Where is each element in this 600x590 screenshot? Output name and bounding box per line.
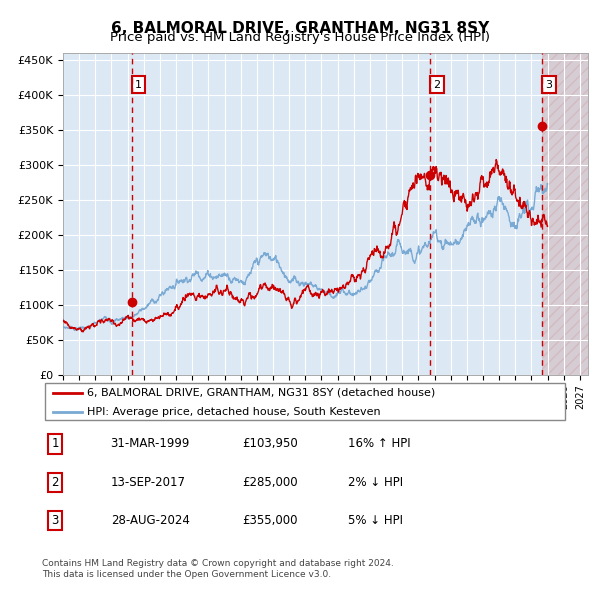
Text: 2% ↓ HPI: 2% ↓ HPI — [348, 476, 403, 489]
Text: £285,000: £285,000 — [242, 476, 298, 489]
Text: 3: 3 — [52, 514, 59, 527]
Text: 13-SEP-2017: 13-SEP-2017 — [110, 476, 185, 489]
Text: 16% ↑ HPI: 16% ↑ HPI — [348, 437, 411, 451]
Text: Contains HM Land Registry data © Crown copyright and database right 2024.
This d: Contains HM Land Registry data © Crown c… — [42, 559, 394, 579]
Text: HPI: Average price, detached house, South Kesteven: HPI: Average price, detached house, Sout… — [87, 407, 380, 417]
Text: 3: 3 — [545, 80, 553, 90]
FancyBboxPatch shape — [44, 384, 565, 420]
Text: 5% ↓ HPI: 5% ↓ HPI — [348, 514, 403, 527]
Text: 1: 1 — [52, 437, 59, 451]
Bar — [542, 53, 588, 375]
Text: 2: 2 — [52, 476, 59, 489]
Bar — [542, 53, 588, 375]
Text: 6, BALMORAL DRIVE, GRANTHAM, NG31 8SY (detached house): 6, BALMORAL DRIVE, GRANTHAM, NG31 8SY (d… — [87, 388, 435, 398]
Text: Price paid vs. HM Land Registry's House Price Index (HPI): Price paid vs. HM Land Registry's House … — [110, 31, 490, 44]
Text: 6, BALMORAL DRIVE, GRANTHAM, NG31 8SY: 6, BALMORAL DRIVE, GRANTHAM, NG31 8SY — [111, 21, 489, 35]
Text: 28-AUG-2024: 28-AUG-2024 — [110, 514, 190, 527]
Text: £355,000: £355,000 — [242, 514, 298, 527]
Text: £103,950: £103,950 — [242, 437, 298, 451]
Text: 2: 2 — [433, 80, 440, 90]
Text: 31-MAR-1999: 31-MAR-1999 — [110, 437, 190, 451]
Text: 1: 1 — [135, 80, 142, 90]
